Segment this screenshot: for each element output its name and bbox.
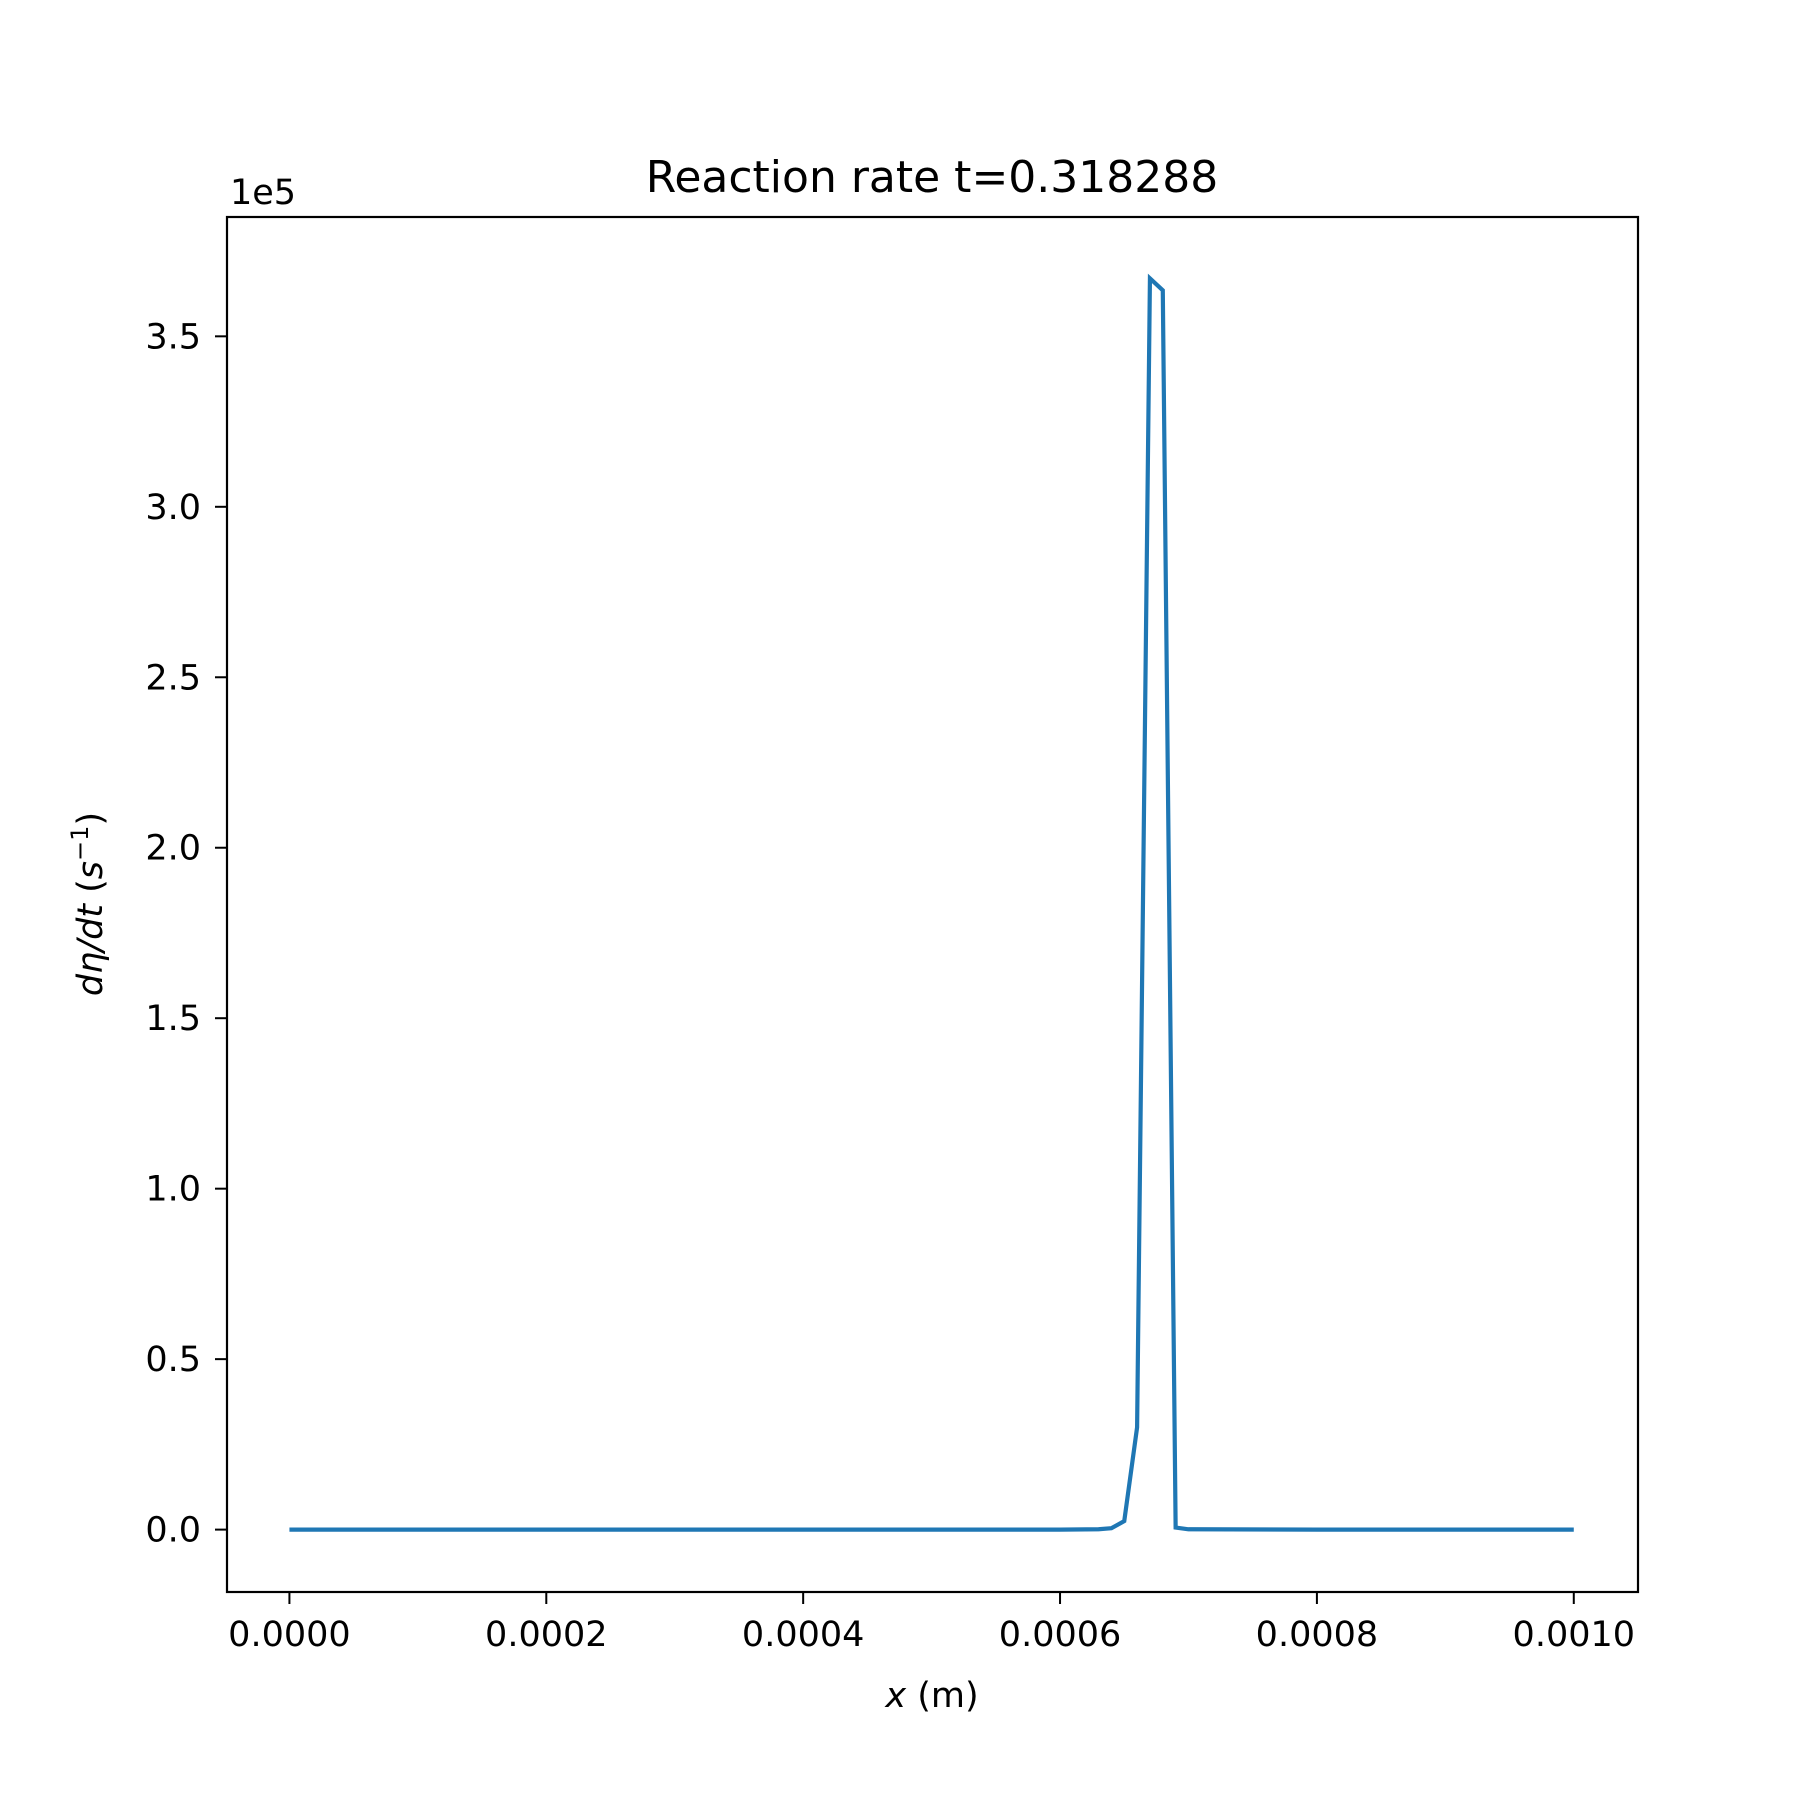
y-tick-label-5: 2.5 xyxy=(145,658,201,698)
y-axis-label-variable: dη/dt xyxy=(71,903,111,996)
y-axis-label-unit-exponent: −1 xyxy=(66,826,94,861)
y-tick-label-0: 0.0 xyxy=(145,1511,201,1551)
series-line-0 xyxy=(289,273,1574,1532)
y-tick-label-2: 1.0 xyxy=(145,1170,201,1210)
y-tick-label-6: 3.0 xyxy=(145,488,201,528)
y-tick-label-3: 1.5 xyxy=(145,999,201,1039)
x-tick-label-1: 0.0002 xyxy=(485,1615,607,1655)
y-axis-label-close: ) xyxy=(71,812,111,826)
chart-title: Reaction rate t=0.318288 xyxy=(646,152,1219,203)
x-axis-label: x (m) xyxy=(884,1676,978,1716)
x-axis-ticks: 0.0000 0.0002 0.0004 0.0006 0.0008 0.0010 xyxy=(228,1592,1635,1655)
y-tick-label-4: 2.0 xyxy=(145,829,201,869)
y-axis-label-open: ( xyxy=(71,879,111,904)
x-axis-label-unit: (m) xyxy=(906,1676,979,1716)
x-tick-label-5: 0.0010 xyxy=(1513,1615,1635,1655)
y-axis-ticks: 0.0 0.5 1.0 1.5 2.0 2.5 3.0 3.5 xyxy=(145,317,227,1551)
x-tick-label-2: 0.0004 xyxy=(742,1615,864,1655)
y-tick-label-7: 3.5 xyxy=(145,317,201,357)
x-tick-label-3: 0.0006 xyxy=(999,1615,1121,1655)
x-tick-label-4: 0.0008 xyxy=(1256,1615,1378,1655)
y-tick-label-1: 0.5 xyxy=(145,1340,201,1380)
y-axis-label-unit-base: s xyxy=(71,861,111,879)
x-axis-label-variable: x xyxy=(884,1676,906,1716)
x-tick-label-0: 0.0000 xyxy=(228,1615,350,1655)
plot-layer xyxy=(289,273,1574,1532)
y-offset-label: 1e5 xyxy=(230,173,296,213)
y-axis-label: dη/dt (s−1) xyxy=(66,812,111,996)
axes-frame xyxy=(225,215,1640,1594)
